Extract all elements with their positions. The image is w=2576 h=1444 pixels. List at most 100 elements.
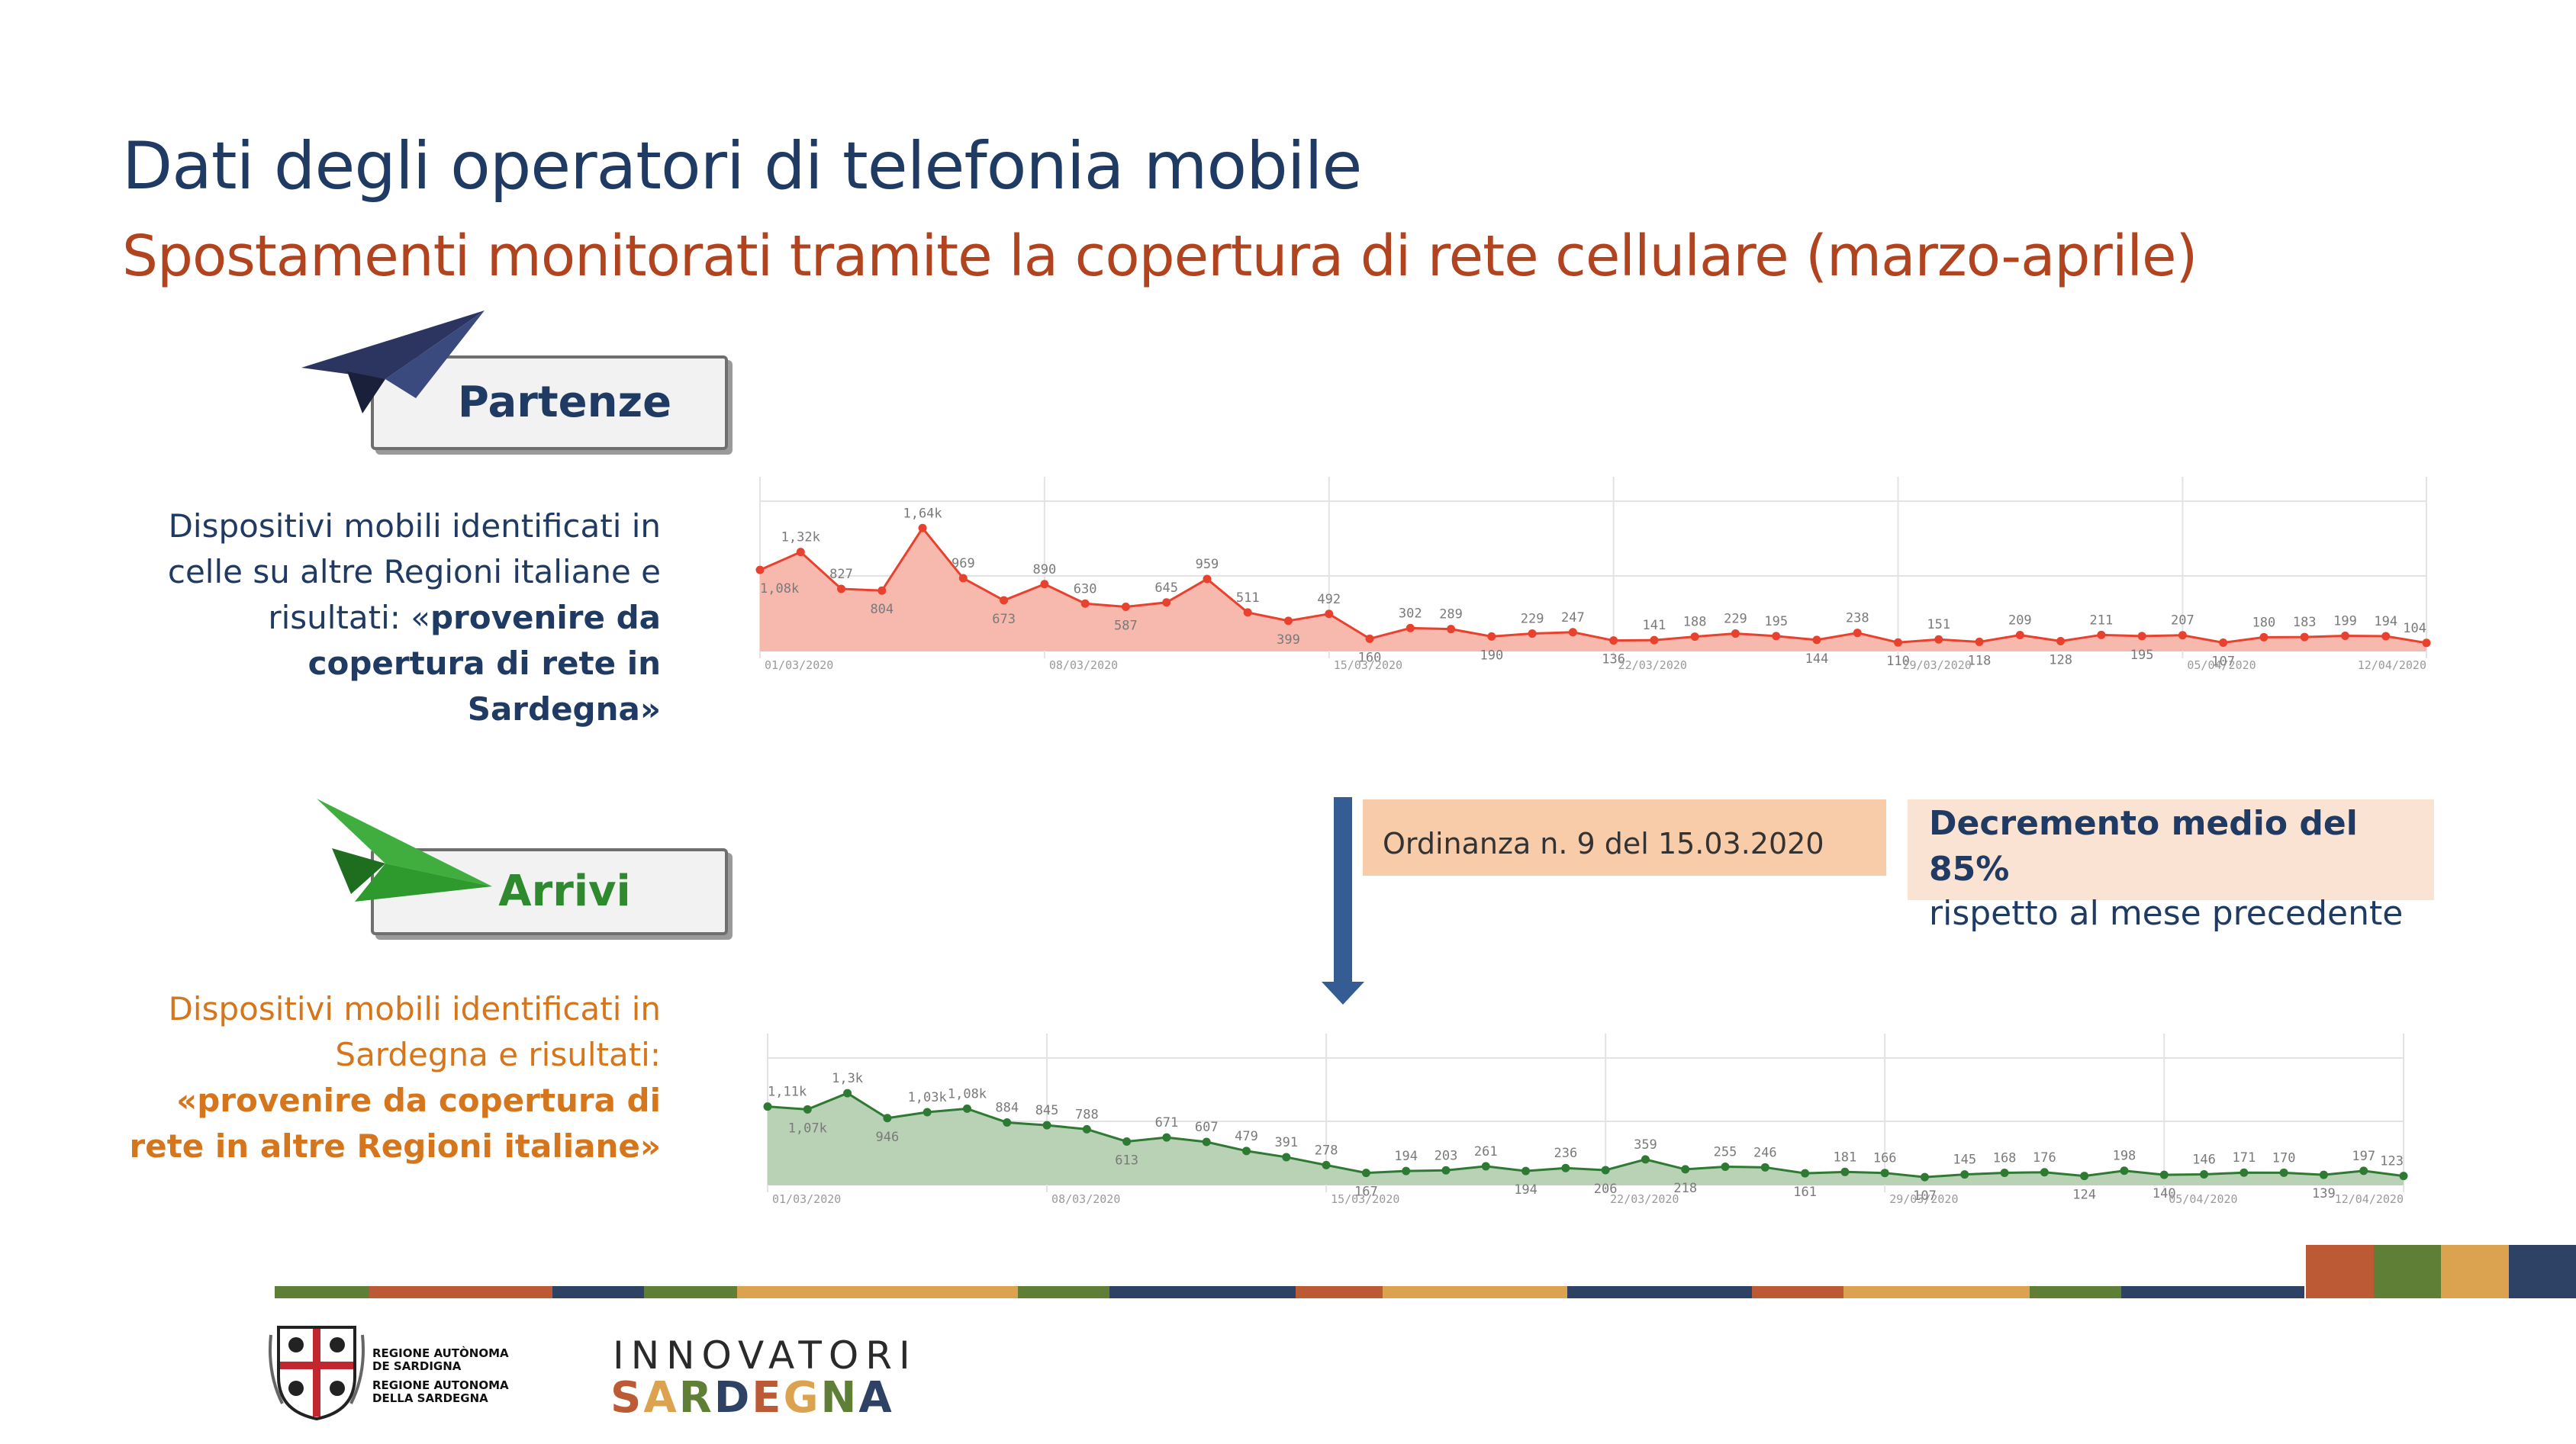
data-label: 123 [2380, 1154, 2404, 1169]
partenze-label: Partenze [457, 378, 672, 427]
data-label: 118 [1968, 653, 1992, 668]
data-label: 511 [1236, 590, 1260, 606]
data-label: 145 [1953, 1153, 1976, 1168]
data-label: 104 [2403, 621, 2426, 636]
data-label: 166 [1873, 1151, 1897, 1166]
arrivi-desc-line: Sardegna e risultati: [335, 1036, 661, 1073]
data-label: 247 [1561, 610, 1585, 626]
x-tick-label: 29/03/2020 [1903, 658, 1972, 672]
data-label: 959 [1196, 557, 1219, 572]
data-point [1721, 1162, 1730, 1171]
data-point [1322, 1160, 1331, 1169]
data-label: 1,32k [781, 530, 820, 545]
partenze-desc-line: celle su altre Regioni italiane e [167, 553, 661, 590]
data-point [803, 1105, 812, 1114]
data-point [1975, 637, 1984, 646]
data-point [2300, 632, 2309, 642]
data-point [1481, 1162, 1490, 1171]
x-tick-label: 12/04/2020 [2335, 1192, 2404, 1206]
data-point [918, 523, 927, 532]
data-label: 206 [1594, 1182, 1618, 1197]
partenze-desc-bold-line: copertura di rete in [308, 645, 661, 682]
data-label: 110 [1886, 654, 1910, 669]
arrivi-chart: 1,11k 1,07k 1,3k 946 1,03k 1,08k 884 845 788 613 6… [763, 1034, 2408, 1206]
arrivi-desc-line: Dispositivi mobili identificati in [168, 990, 661, 1028]
data-point [1690, 632, 1699, 642]
data-point [2097, 630, 2106, 639]
x-tick-label: 01/03/2020 [765, 658, 833, 672]
data-point [1243, 608, 1252, 617]
innovatori-logo-text: INNOVATORI [613, 1333, 917, 1378]
data-label: 190 [1480, 648, 1503, 663]
data-point [883, 1114, 892, 1123]
sardegna-letter: S [610, 1373, 644, 1423]
data-label: 199 [2333, 613, 2357, 629]
data-label: 607 [1195, 1120, 1219, 1135]
data-point [2240, 1168, 2249, 1177]
page-title: Dati degli operatori di telefonia mobile [122, 128, 1362, 204]
arrivi-tag: Arrivi [371, 848, 728, 935]
data-point [1203, 574, 1212, 584]
series-line [767, 1092, 2404, 1179]
data-label: 229 [1724, 612, 1747, 627]
data-label: 176 [2033, 1150, 2056, 1166]
data-label: 207 [2171, 613, 2194, 629]
data-label: 171 [2232, 1150, 2256, 1166]
data-label: 1,3k [832, 1071, 863, 1086]
x-tick-label: 08/03/2020 [1051, 1192, 1120, 1206]
data-point [923, 1108, 932, 1117]
data-label: 194 [1394, 1149, 1418, 1164]
series-line [759, 526, 2427, 645]
data-point [1162, 1133, 1171, 1142]
data-point [1447, 625, 1456, 634]
regione-sardegna-logo-text: REGIONE AUTÒNOMA DE SARDIGNA REGIONE AUT… [372, 1346, 509, 1405]
data-point [1042, 1121, 1051, 1130]
data-point [1960, 1170, 1969, 1179]
data-point [958, 574, 968, 583]
data-point [2178, 631, 2187, 640]
data-label: 255 [1714, 1144, 1737, 1159]
data-point [1325, 609, 1334, 619]
data-label: 391 [1274, 1135, 1298, 1150]
decremento-note: Decremento medio del 85% rispetto al mes… [1908, 799, 2434, 933]
data-label: 969 [952, 556, 975, 571]
data-label: 946 [876, 1130, 900, 1145]
data-point [1003, 1118, 1012, 1127]
data-point [1082, 1124, 1091, 1134]
ordinanza-text: Ordinanza n. 9 del 15.03.2020 [1383, 827, 1824, 860]
data-point [1894, 638, 1903, 647]
data-label: 139 [2312, 1186, 2336, 1201]
data-point [1282, 1153, 1291, 1162]
data-label: 890 [1033, 562, 1057, 577]
data-point [1801, 1169, 1810, 1178]
data-label: 195 [1764, 614, 1788, 629]
x-tick-label: 05/04/2020 [2187, 658, 2256, 672]
page-subtitle: Spostamenti monitorati tramite la copert… [122, 224, 2198, 289]
data-label: 884 [995, 1100, 1019, 1115]
data-point [1521, 1166, 1531, 1175]
data-point [1121, 602, 1130, 611]
data-point [1528, 629, 1537, 638]
data-label: 804 [870, 602, 894, 617]
x-tick-label: 12/04/2020 [2358, 658, 2426, 672]
data-point [1853, 629, 1862, 638]
partenze-desc-line: Dispositivi mobili identificati in [168, 507, 661, 545]
data-point [2399, 1172, 2408, 1181]
data-point [1487, 632, 1496, 641]
data-point [1772, 632, 1781, 641]
data-label: 183 [2293, 615, 2317, 630]
data-label: 238 [1846, 611, 1869, 626]
data-label: 613 [1115, 1153, 1138, 1168]
data-point [1162, 598, 1171, 607]
data-label: 198 [2113, 1149, 2136, 1164]
data-point [1920, 1172, 1929, 1182]
corner-color-blocks [2306, 1245, 2576, 1298]
data-point [1365, 634, 1374, 643]
data-label: 107 [2211, 654, 2235, 670]
data-point [2056, 636, 2066, 645]
regione-sardegna-crest-icon [269, 1326, 365, 1421]
data-point [1040, 580, 1049, 589]
data-point [755, 565, 765, 574]
paper-plane-navy-icon [301, 310, 485, 413]
sardegna-letter: E [752, 1373, 784, 1423]
